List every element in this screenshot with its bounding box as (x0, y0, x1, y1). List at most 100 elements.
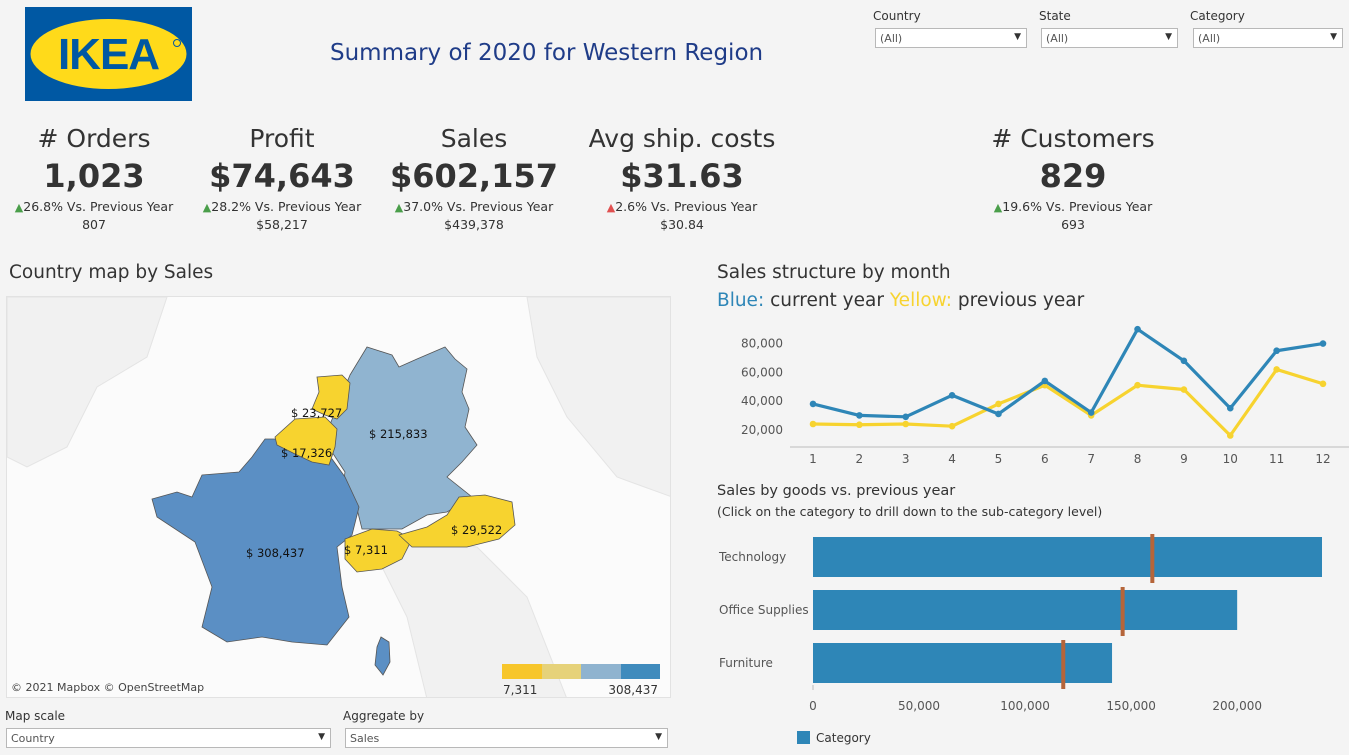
kpi-title: # Orders (37, 124, 151, 153)
legend-yellow-key: Yellow: (889, 290, 953, 311)
y-tick-label: 40,000 (741, 394, 783, 408)
data-point (1134, 381, 1141, 389)
y-tick-label: 20,000 (741, 423, 783, 437)
data-point (948, 422, 956, 430)
background-land (526, 297, 670, 497)
previous-year-marker (1120, 587, 1125, 636)
x-tick-label: 200,000 (1212, 699, 1262, 713)
category-label: Technology (718, 550, 786, 564)
map-scale-value: Country (11, 732, 55, 745)
kpi-title: Sales (440, 124, 508, 153)
data-point (1273, 366, 1280, 373)
legend-blue-key: Blue: (717, 290, 765, 311)
chevron-down-icon: ▼ (1165, 32, 1172, 42)
x-tick-label: 0 (809, 699, 817, 713)
filter-country-select[interactable]: (All) ▼ (875, 28, 1027, 48)
sales-by-goods-bar-chart[interactable]: Technology Office Supplies Furniture 0 50,00… (710, 530, 1349, 720)
country-map[interactable]: $ 308,437 $ 215,833 $ 23,727 $ 17,326 $ … (6, 296, 671, 698)
logo-text: IKEA (58, 30, 159, 79)
data-point (856, 412, 863, 419)
filter-country-value: (All) (880, 32, 903, 45)
kpi-change: 2.6% Vs. Previous Year (615, 199, 758, 214)
kpi-sales: Sales $602,157 ▲37.0% Vs. Previous Year … (384, 124, 564, 232)
map-scale-label: Map scale (5, 709, 66, 723)
filter-category-select[interactable]: (All) ▼ (1193, 28, 1343, 48)
kpi-value: $74,643 (209, 157, 355, 195)
x-tick-label: 12 (1315, 452, 1330, 466)
kpi-avg-ship-costs: Avg ship. costs $31.63 ▲2.6% Vs. Previou… (582, 124, 782, 232)
map-label-france: $ 308,437 (246, 546, 305, 560)
filter-country-label: Country (873, 9, 921, 23)
kpi-profit: Profit $74,643 ▲28.2% Vs. Previous Year … (192, 124, 372, 232)
x-tick-label: 50,000 (898, 699, 940, 713)
x-tick-label: 9 (1180, 452, 1188, 466)
chevron-down-icon: ▼ (655, 732, 662, 742)
category-legend-swatch (797, 731, 810, 744)
data-point (1319, 380, 1327, 388)
map-region-belgium[interactable] (274, 416, 338, 466)
page-title: Summary of 2020 for Western Region (330, 40, 764, 66)
data-point (1087, 409, 1095, 416)
legend-yellow-text: previous year (957, 290, 1085, 311)
kpi-value: $31.63 (620, 157, 744, 195)
x-tick-label: 7 (1087, 452, 1095, 466)
map-label-austria: $ 29,522 (451, 523, 503, 537)
line-chart-title: Sales structure by month (717, 262, 951, 283)
data-point (1226, 432, 1234, 439)
x-tick-label: 150,000 (1106, 699, 1156, 713)
up-arrow-icon: ▲ (993, 201, 1003, 214)
map-region-germany[interactable] (328, 346, 478, 530)
filter-category-value: (All) (1198, 32, 1221, 45)
up-arrow-icon: ▲ (14, 201, 24, 214)
kpi-customers: # Customers 829 ▲19.6% Vs. Previous Year… (983, 124, 1163, 232)
map-region-corsica[interactable] (374, 636, 391, 676)
filter-category-label: Category (1190, 9, 1245, 23)
x-tick-label: 1 (809, 452, 817, 466)
category-legend-label: Category (816, 731, 871, 745)
data-point (1226, 404, 1234, 412)
x-tick-label: 8 (1134, 452, 1142, 466)
data-point (948, 391, 956, 399)
data-point (809, 420, 817, 428)
data-point (856, 421, 863, 429)
x-tick-label: 100,000 (1000, 699, 1050, 713)
bar-furniture (813, 643, 1113, 683)
map-region-france[interactable] (151, 438, 360, 646)
chevron-down-icon: ▼ (1014, 32, 1021, 42)
legend-swatch (502, 664, 542, 679)
map-title: Country map by Sales (9, 262, 214, 283)
kpi-previous: 807 (82, 217, 106, 232)
kpi-value: $602,157 (389, 157, 558, 195)
data-point (1180, 357, 1188, 365)
map-label-switzerland: $ 7,311 (344, 543, 388, 557)
x-tick-label: 4 (948, 452, 956, 466)
legend-swatch (620, 664, 660, 679)
background-land (366, 536, 567, 697)
kpi-previous: 693 (1061, 217, 1085, 232)
map-region-austria[interactable] (398, 494, 516, 548)
x-tick-label: 11 (1269, 452, 1284, 466)
x-tick-label: 10 (1223, 452, 1238, 466)
y-tick-label: 60,000 (741, 365, 783, 379)
legend-min: 7,311 (503, 683, 538, 697)
data-point (902, 420, 910, 428)
x-tick-label: 5 (995, 452, 1003, 466)
previous-year-marker (1061, 640, 1066, 689)
kpi-previous: $30.84 (660, 217, 704, 232)
map-label-belgium: $ 17,326 (281, 446, 333, 460)
x-tick-label: 2 (856, 452, 864, 466)
background-land (7, 297, 168, 468)
map-region-switzerland[interactable] (344, 528, 413, 573)
aggregate-by-select[interactable]: Sales ▼ (345, 728, 668, 748)
data-point (1041, 377, 1049, 385)
map-region-netherlands[interactable] (311, 374, 351, 420)
legend-max: 308,437 (608, 683, 658, 697)
kpi-orders: # Orders 1,023 ▲26.8% Vs. Previous Year … (4, 124, 184, 232)
kpi-title: Avg ship. costs (588, 124, 776, 153)
legend-blue-text: current year (770, 290, 884, 311)
bar-chart-title: Sales by goods vs. previous year (717, 483, 956, 499)
data-point (1134, 325, 1141, 333)
map-scale-select[interactable]: Country ▼ (6, 728, 331, 748)
filter-state-select[interactable]: (All) ▼ (1041, 28, 1178, 48)
